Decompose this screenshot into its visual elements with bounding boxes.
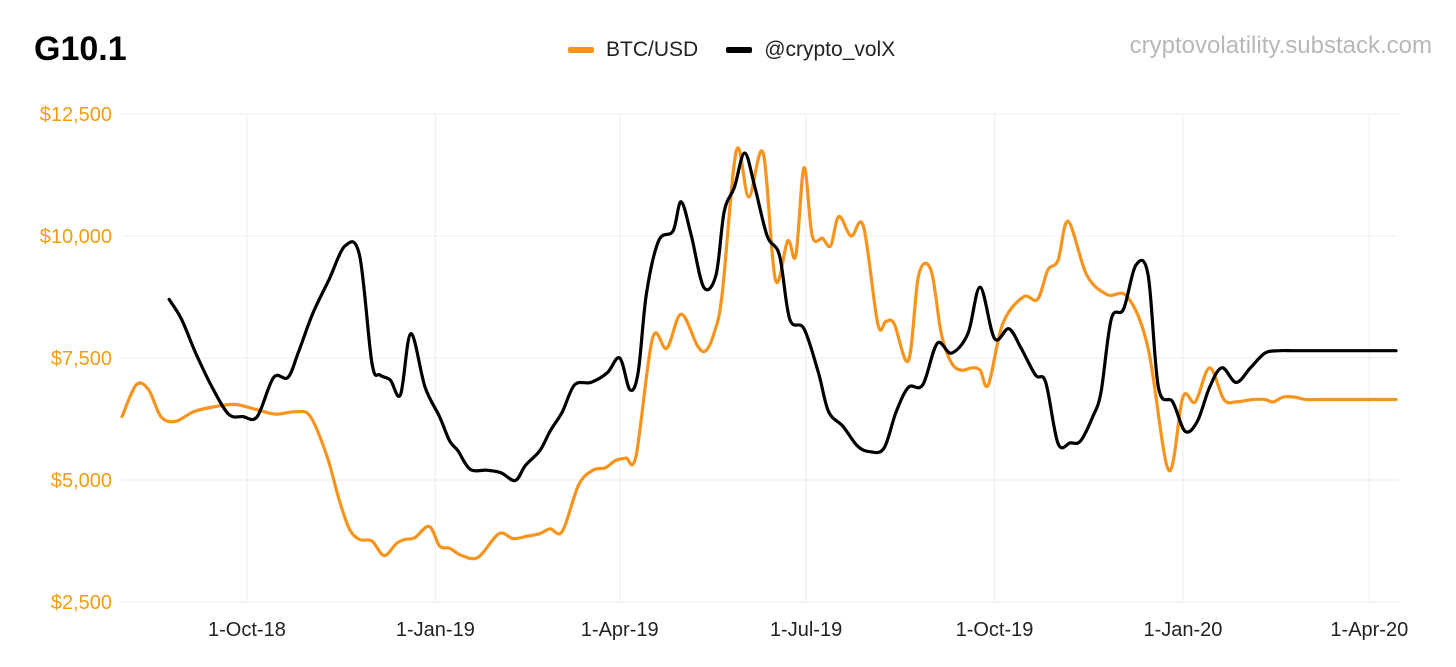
source-watermark: cryptovolatility.substack.com — [1129, 32, 1432, 59]
y-tick-label: $5,000 — [51, 470, 112, 492]
crypto-volx-series-line — [167, 151, 1398, 483]
legend-label-btc: BTC/USD — [606, 38, 699, 61]
y-tick-label: $10,000 — [40, 226, 112, 248]
y-tick-label: $2,500 — [51, 592, 112, 614]
x-tick-label: 1-Oct-18 — [208, 619, 286, 641]
y-tick-label: $12,500 — [40, 104, 112, 126]
chart-title: G10.1 — [34, 30, 127, 68]
legend-swatch-btc — [568, 47, 594, 53]
legend-label-volx: @crypto_volX — [764, 38, 896, 61]
chart-legend: BTC/USD @crypto_volX — [568, 38, 895, 62]
btc-usd-series-line — [120, 146, 1398, 561]
legend-swatch-volx — [726, 47, 753, 53]
y-tick-label: $7,500 — [51, 348, 112, 370]
x-tick-label: 1-Apr-19 — [581, 619, 659, 641]
x-tick-label: 1-Jan-19 — [396, 619, 475, 641]
legend-item-btc: BTC/USD — [568, 38, 698, 62]
x-tick-label: 1-Oct-19 — [956, 619, 1034, 641]
x-tick-label: 1-Jul-19 — [770, 619, 842, 641]
x-tick-label: 1-Jan-20 — [1143, 619, 1222, 641]
x-tick-label: 1-Apr-20 — [1330, 619, 1408, 641]
legend-item-volx: @crypto_volX — [726, 38, 895, 62]
